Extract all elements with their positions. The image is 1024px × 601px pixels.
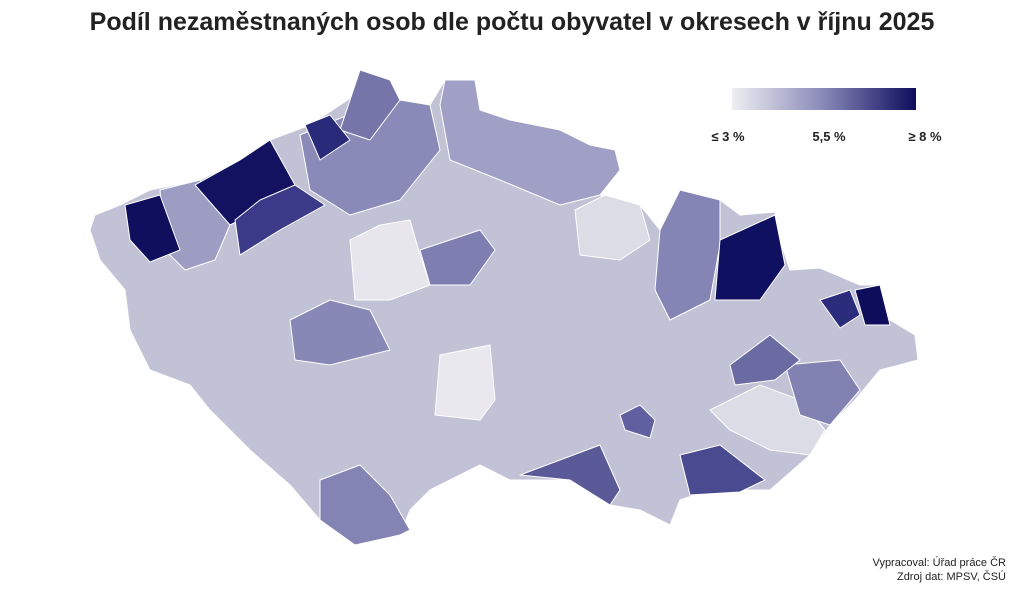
district (679, 444, 766, 496)
district (519, 444, 621, 506)
source-line: Vypracoval: Úřad práce ČR (873, 556, 1007, 569)
district (434, 344, 496, 421)
legend-label: ≥ 8 % (908, 129, 942, 144)
district (124, 194, 181, 263)
district (729, 334, 801, 386)
district (439, 79, 621, 206)
district (819, 289, 861, 329)
district (234, 184, 326, 256)
district (419, 229, 496, 286)
district (654, 189, 721, 321)
title: Podíl nezaměstnaných osob dle počtu obyv… (90, 8, 935, 36)
district (854, 284, 891, 326)
district (574, 194, 651, 261)
district (349, 219, 431, 301)
legend-gradient (732, 88, 916, 110)
district (714, 214, 786, 301)
source-line: Zdroj dat: MPSV, ČSÚ (897, 570, 1006, 583)
legend-label: ≤ 3 % (711, 129, 745, 144)
district (619, 404, 656, 439)
district (784, 359, 861, 426)
map (89, 69, 919, 546)
district (289, 299, 391, 366)
legend-label: 5,5 % (812, 129, 846, 144)
district (304, 114, 351, 161)
district (319, 464, 411, 546)
